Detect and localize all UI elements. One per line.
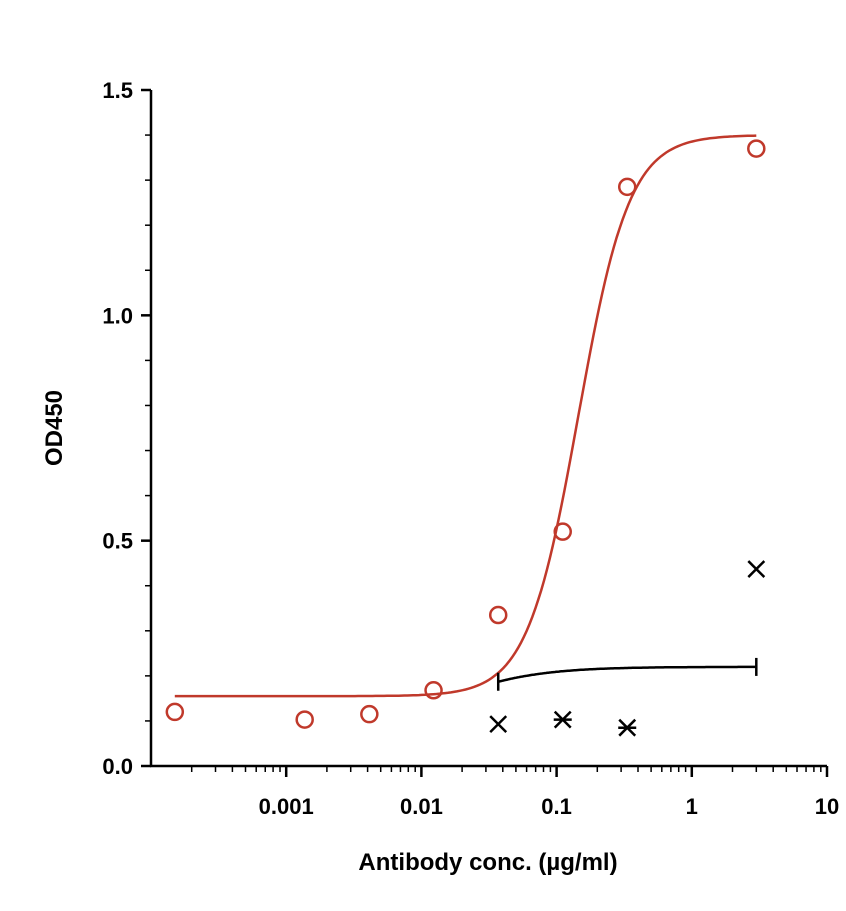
y-tick-label: 0.5 <box>102 529 133 554</box>
x-marker-stroke <box>489 715 508 733</box>
data-point <box>295 710 314 729</box>
data-point <box>489 715 508 733</box>
fit-curve <box>174 134 757 698</box>
y-tick-label: 0.0 <box>102 754 133 779</box>
fit-curve <box>497 665 757 683</box>
x-tick-label: 10 <box>815 794 839 819</box>
data-point <box>747 560 766 578</box>
data-point <box>165 702 185 722</box>
x-marker-stroke <box>747 560 766 578</box>
y-tick-label: 1.5 <box>102 78 133 103</box>
data-point <box>617 177 637 197</box>
y-axis-title: OD450 <box>41 390 68 466</box>
x-tick-label: 0.01 <box>400 794 443 819</box>
x-axis-title: Antibody conc. (µg/ml) <box>358 849 617 876</box>
axes: 0.0 0.5 1.0 1.5 0.001 0.01 0.1 1 10 <box>102 78 839 819</box>
data-point <box>488 605 508 625</box>
data-point <box>360 704 379 724</box>
x-tick-label: 1 <box>686 794 698 819</box>
x-tick-label: 0.001 <box>259 794 314 819</box>
y-tick-label: 1.0 <box>102 303 133 328</box>
data-point <box>747 139 766 158</box>
x-tick-label: 0.1 <box>541 794 572 819</box>
data-point <box>424 681 443 700</box>
data-point <box>553 522 572 541</box>
data-points <box>165 139 766 737</box>
fit-curves <box>174 134 758 698</box>
